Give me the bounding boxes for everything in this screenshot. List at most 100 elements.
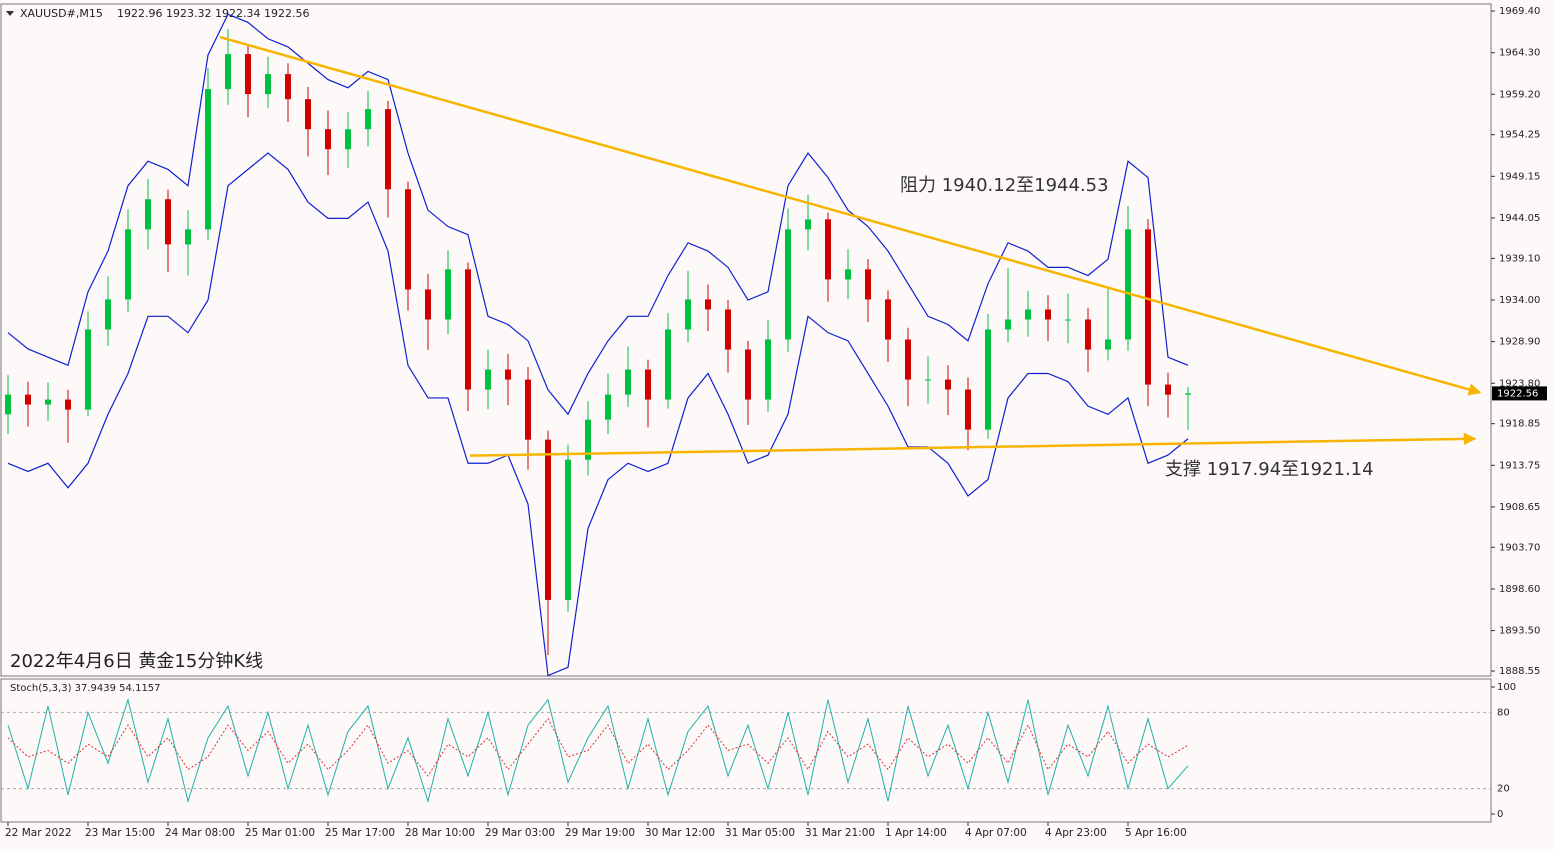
candle-body xyxy=(1005,319,1011,330)
candle-body xyxy=(725,309,731,350)
candle-body xyxy=(645,369,651,400)
candle-body xyxy=(45,399,51,405)
candle-body xyxy=(705,299,711,310)
candle-body xyxy=(505,369,511,380)
stoch-title: Stoch(5,3,3) 37.9439 54.1157 xyxy=(10,683,161,694)
y-tick-label: 1949.15 xyxy=(1499,171,1540,182)
y-tick-label: 1939.10 xyxy=(1499,253,1540,264)
band-upper xyxy=(7,13,1189,416)
candle-body xyxy=(545,439,551,600)
candle-body xyxy=(585,419,591,460)
support-label: 支撑 1917.94至1921.14 xyxy=(1165,459,1374,480)
resistance-label: 阻力 1940.12至1944.53 xyxy=(900,175,1109,196)
candle-body xyxy=(245,54,251,95)
y-tick-label: 1913.75 xyxy=(1499,460,1540,471)
stoch-line xyxy=(7,717,1189,777)
candle-body xyxy=(385,109,391,190)
y-tick-label: 1908.65 xyxy=(1499,502,1540,513)
candle-body xyxy=(225,54,231,90)
symbol: XAUUSD#,M15 xyxy=(20,7,103,20)
y-tick-label: 1959.20 xyxy=(1499,89,1540,100)
candle-body xyxy=(185,229,191,245)
candle-body xyxy=(105,299,111,330)
candle-body xyxy=(165,199,171,245)
x-tick-label: 22 Mar 2022 xyxy=(5,827,72,839)
x-tick-label: 25 Mar 17:00 xyxy=(325,827,395,839)
y-tick-label: 1934.00 xyxy=(1499,295,1540,306)
y-tick-label: 1898.60 xyxy=(1499,584,1540,595)
candle-body xyxy=(845,269,851,280)
price-plot xyxy=(5,13,1191,676)
stoch-pane xyxy=(0,678,1492,823)
candle-body xyxy=(1065,319,1071,321)
candle-body xyxy=(1145,229,1151,385)
candle-body xyxy=(745,349,751,400)
candle-body xyxy=(365,109,371,130)
candle-body xyxy=(625,369,631,395)
candle-body xyxy=(125,229,131,300)
trendline xyxy=(219,35,1482,396)
candle-body xyxy=(405,189,411,290)
y-tick-label: 100 xyxy=(1497,682,1516,693)
candle-body xyxy=(985,329,991,430)
candle-body xyxy=(85,329,91,410)
candle-body xyxy=(905,339,911,380)
candle-body xyxy=(445,269,451,320)
menu-icon xyxy=(6,11,14,16)
x-tick-label: 30 Mar 12:00 xyxy=(645,827,715,839)
x-tick-label: 4 Apr 07:00 xyxy=(965,827,1027,839)
candle-body xyxy=(525,379,531,440)
x-tick-label: 31 Mar 05:00 xyxy=(725,827,795,839)
candle-body xyxy=(1025,309,1031,320)
x-tick-label: 23 Mar 15:00 xyxy=(85,827,155,839)
y-tick-label: 1918.85 xyxy=(1499,419,1540,430)
candle-body xyxy=(965,389,971,430)
candle-body xyxy=(205,89,211,230)
band-lower xyxy=(7,152,1189,676)
candle-body xyxy=(285,74,291,100)
x-tick-label: 29 Mar 03:00 xyxy=(485,827,555,839)
candle-body xyxy=(685,299,691,330)
y-tick-label: 20 xyxy=(1497,784,1510,795)
x-tick-label: 29 Mar 19:00 xyxy=(565,827,635,839)
candle-body xyxy=(305,99,311,130)
x-tick-label: 24 Mar 08:00 xyxy=(165,827,235,839)
y-tick-label: 0 xyxy=(1497,809,1503,820)
candle-body xyxy=(345,129,351,150)
candle-body xyxy=(885,299,891,340)
candle-body xyxy=(1105,339,1111,350)
last-price-box xyxy=(1492,386,1547,401)
candle-body xyxy=(665,329,671,400)
x-tick-label: 4 Apr 23:00 xyxy=(1045,827,1107,839)
candle-body xyxy=(605,394,611,420)
y-tick-label: 1928.90 xyxy=(1499,337,1540,348)
candle-body xyxy=(485,369,491,390)
caption: 2022年4月6日 黄金15分钟K线 xyxy=(10,651,263,672)
y-tick-label: 1888.55 xyxy=(1499,666,1540,677)
candle-body xyxy=(1165,384,1171,395)
y-tick-label: 1944.05 xyxy=(1499,213,1540,224)
candle-body xyxy=(805,219,811,230)
candle-body xyxy=(785,229,791,340)
candle-body xyxy=(1125,229,1131,340)
candle-body xyxy=(565,459,571,600)
y-tick-label: 1923.80 xyxy=(1499,378,1540,389)
x-tick-label: 28 Mar 10:00 xyxy=(405,827,475,839)
x-tick-label: 31 Mar 21:00 xyxy=(805,827,875,839)
candle-body xyxy=(765,339,771,400)
y-tick-label: 1969.40 xyxy=(1499,6,1540,17)
candle-body xyxy=(465,269,471,390)
y-tick-label: 1964.30 xyxy=(1499,48,1540,59)
x-tick-label: 1 Apr 14:00 xyxy=(885,827,947,839)
candle-body xyxy=(325,129,331,150)
x-tick-label: 25 Mar 01:00 xyxy=(245,827,315,839)
ohlc: 1922.96 1923.32 1922.34 1922.56 xyxy=(117,7,309,20)
candle-body xyxy=(945,379,951,390)
y-tick-label: 1903.70 xyxy=(1499,542,1540,553)
candle-body xyxy=(1085,319,1091,350)
candle-body xyxy=(425,289,431,320)
stoch-line xyxy=(7,697,1189,804)
y-tick-label: 1954.25 xyxy=(1499,130,1540,141)
